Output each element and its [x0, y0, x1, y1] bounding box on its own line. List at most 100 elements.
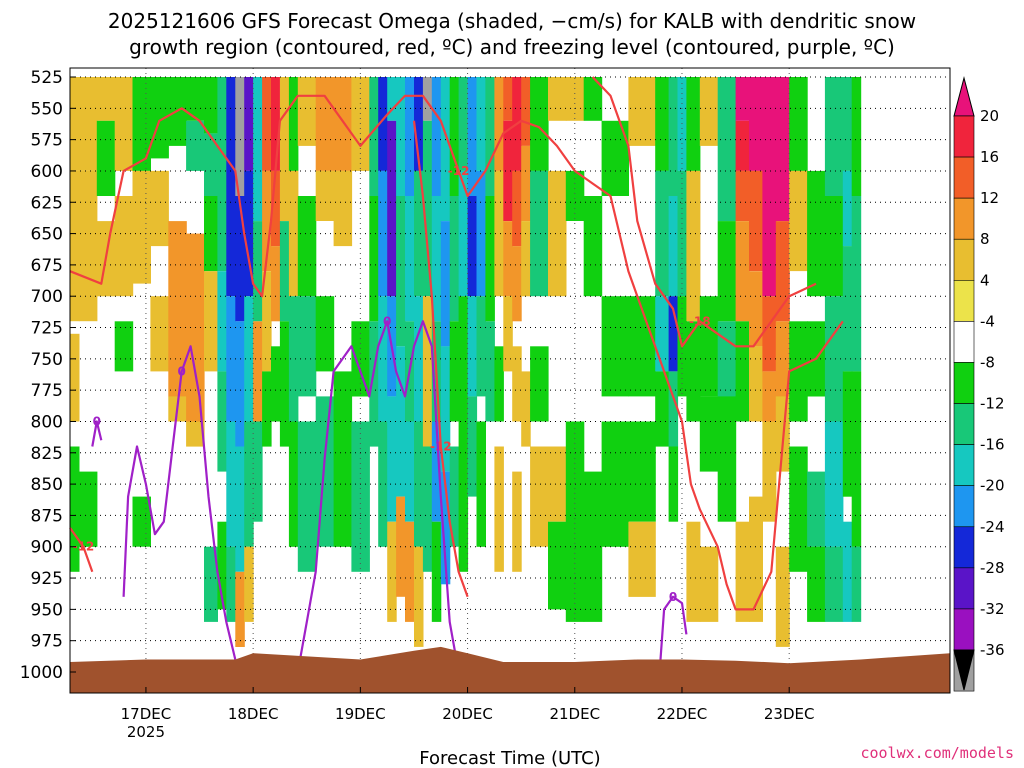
- omega-cell: [824, 196, 844, 297]
- colorbar-bin: [953, 444, 975, 486]
- omega-cell: [431, 77, 442, 196]
- credit-text[interactable]: coolwx.com/models: [860, 744, 1014, 762]
- omega-cell: [288, 296, 299, 422]
- omega-cell: [807, 170, 826, 297]
- colorbar-label: -20: [980, 477, 1005, 495]
- colorbar-bin: [953, 115, 975, 158]
- omega-cell: [476, 421, 486, 547]
- omega-cell: [458, 77, 469, 171]
- omega-cell: [467, 77, 478, 196]
- x-tick-label: 20DEC: [442, 705, 493, 723]
- omega-cell: [217, 521, 227, 610]
- y-tick-label: 750: [31, 350, 63, 370]
- omega-cell: [749, 496, 763, 622]
- omega-cell: [204, 133, 218, 196]
- chart-title-line1: 2025121606 GFS Forecast Omega (shaded, −…: [108, 9, 916, 33]
- omega-cell: [824, 546, 844, 622]
- omega-cell: [686, 321, 701, 422]
- y-tick-label: 1000: [20, 663, 63, 683]
- omega-cell: [70, 333, 80, 422]
- omega-cell: [132, 170, 151, 284]
- omega-cell: [132, 496, 151, 547]
- x-tick-label: 21DEC: [549, 705, 600, 723]
- omega-cell: [735, 321, 750, 422]
- omega-cell: [405, 77, 415, 196]
- omega-cell: [583, 471, 603, 622]
- omega-cell: [244, 296, 254, 422]
- colorbar-label: 16: [980, 148, 999, 166]
- omega-cell: [405, 521, 415, 622]
- omega-cell: [297, 196, 317, 297]
- omega-cell: [476, 77, 486, 171]
- omega-cell: [548, 77, 567, 121]
- colorbar-label: 4: [980, 271, 990, 289]
- omega-cell: [824, 421, 844, 547]
- omega-cell: [851, 546, 862, 622]
- colorbar-top-arrow: [953, 76, 975, 117]
- omega-cell: [775, 221, 790, 322]
- omega-cell: [396, 196, 406, 347]
- omega-cell: [699, 546, 719, 622]
- omega-cell: [186, 421, 205, 447]
- omega-cell: [351, 421, 370, 572]
- omega-cell: [422, 120, 433, 297]
- contour-lines: -12 -18 -12 -12 0 0 0 0: [69, 76, 844, 673]
- omega-cell: [333, 371, 353, 547]
- y-tick-label: 900: [31, 538, 63, 558]
- omega-cell: [70, 446, 80, 572]
- y-tick-label: 775: [31, 381, 63, 401]
- omega-cell: [521, 221, 531, 297]
- omega-cell: [503, 296, 513, 372]
- omega-cell: [458, 170, 469, 297]
- omega-cell: [503, 120, 513, 221]
- omega-cell: [369, 196, 379, 322]
- omega-cell: [440, 471, 451, 585]
- omega-cell: [262, 271, 272, 372]
- y-tick-label: 675: [31, 256, 63, 276]
- omega-cell: [842, 521, 853, 622]
- omega-cell: [628, 77, 656, 146]
- omega-cell: [762, 296, 777, 372]
- x-tick-label: 17DEC: [121, 705, 172, 723]
- omega-cell: [449, 77, 460, 196]
- omega-cell: [333, 170, 353, 247]
- y-tick-label: 925: [31, 569, 63, 589]
- omega-cell: [655, 170, 670, 297]
- omega-cell: [279, 221, 290, 322]
- y-tick-label: 575: [31, 131, 63, 151]
- omega-cell: [668, 77, 679, 196]
- plot-area: [70, 68, 950, 693]
- omega-cell: [458, 421, 469, 572]
- colorbar-bin: [953, 156, 975, 199]
- freezing-contour-label: 0: [178, 364, 186, 378]
- omega-cell: [601, 120, 629, 196]
- chart-title-line2: growth region (contoured, red, ºC) and f…: [129, 35, 895, 59]
- colorbar-bin: [953, 526, 975, 569]
- omega-cell: [789, 446, 808, 572]
- omega-cell: [405, 196, 415, 322]
- omega-cell: [217, 77, 227, 272]
- omega-cell: [396, 77, 406, 196]
- colorbar-bin: [953, 485, 975, 528]
- omega-cell: [431, 521, 442, 622]
- colorbar-label: -8: [980, 353, 995, 371]
- omega-cell: [735, 221, 750, 322]
- omega-cell: [548, 446, 567, 522]
- omega-cell: [431, 421, 442, 522]
- omega-cell: [186, 77, 205, 121]
- omega-cell: [315, 77, 335, 171]
- y-tick-label: 525: [31, 68, 63, 88]
- omega-cell: [749, 271, 763, 347]
- omega-cell: [485, 196, 495, 322]
- omega-cell: [387, 521, 397, 622]
- omega-cell: [749, 346, 763, 422]
- omega-cell: [204, 196, 218, 272]
- dgz-contour: [69, 527, 94, 573]
- omega-cell: [494, 77, 504, 171]
- freezing-contour: [91, 420, 103, 447]
- omega-cell: [70, 170, 80, 322]
- colorbar-bin: [953, 197, 975, 240]
- terrain-fill: [70, 646, 950, 693]
- omega-cell: [217, 371, 227, 472]
